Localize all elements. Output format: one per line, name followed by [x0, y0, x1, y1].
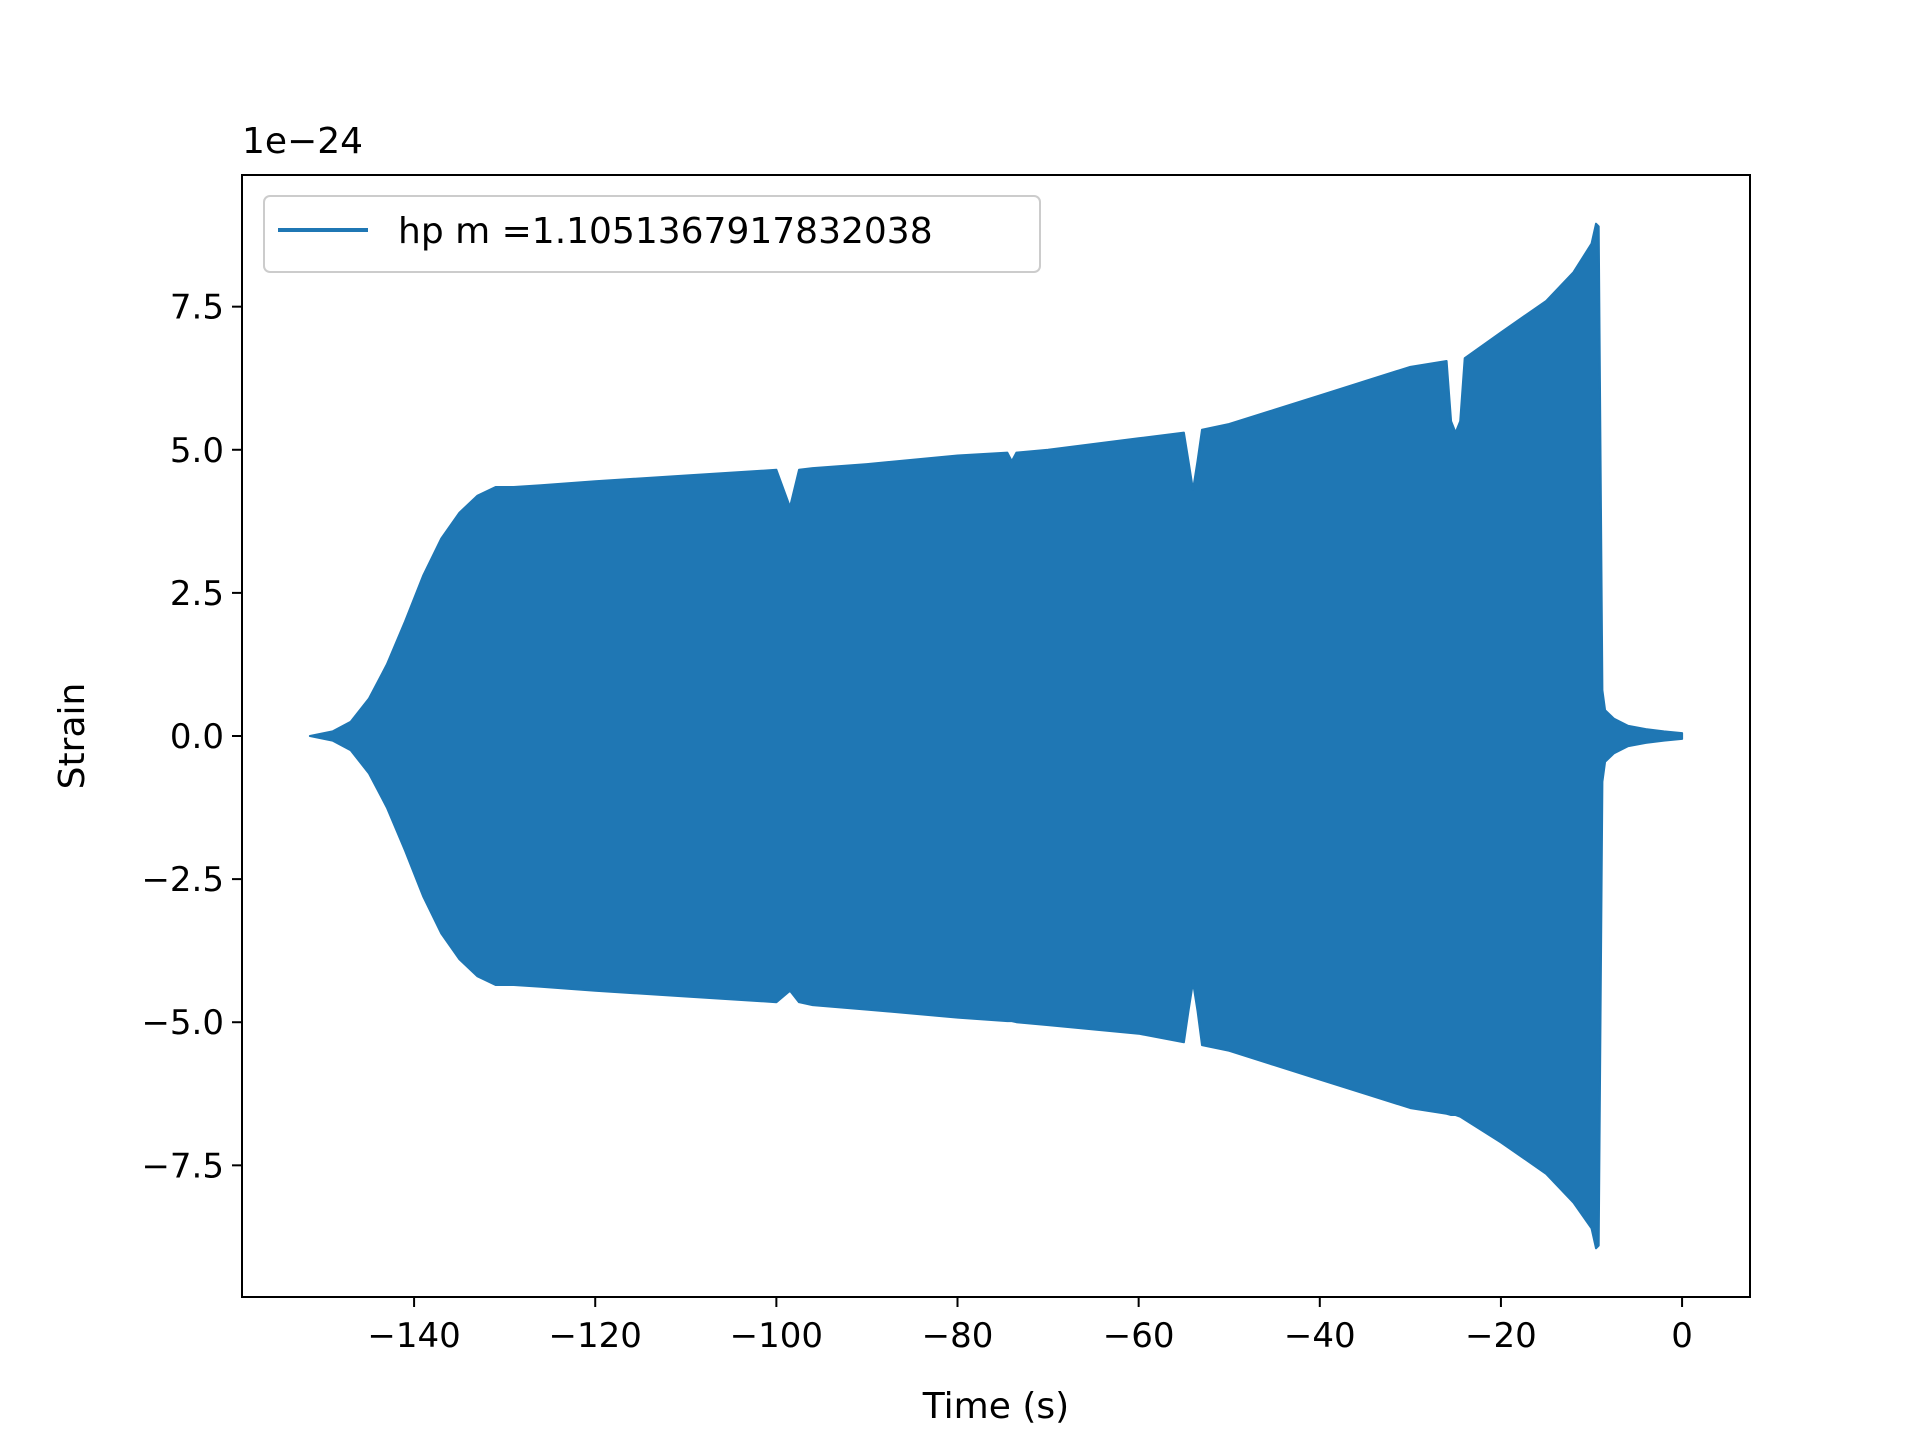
x-tick-label: −80	[922, 1316, 994, 1356]
x-tick-label: −100	[730, 1316, 823, 1356]
x-tick-label: −120	[549, 1316, 642, 1356]
y-tick-label: 2.5	[170, 574, 224, 614]
x-axis: −140 −120 −100 −80 −60 −40 −20 0	[367, 1297, 1693, 1356]
series-hp-waveform	[308, 222, 1684, 1250]
legend-box	[263, 195, 1041, 273]
legend-entry-label: hp m =1.1051367917832038	[398, 211, 933, 252]
x-tick-label: −60	[1103, 1316, 1175, 1356]
x-tick-label: −20	[1465, 1316, 1537, 1356]
y-axis-offset-text: 1e−24	[242, 121, 363, 162]
y-axis: −7.5 −5.0 −2.5 0.0 2.5 5.0 7.5	[141, 288, 242, 1186]
y-tick-label: 5.0	[170, 431, 224, 471]
x-tick-label: −40	[1284, 1316, 1356, 1356]
x-tick-label: −140	[367, 1316, 460, 1356]
x-axis-label: Time (s)	[922, 1386, 1069, 1427]
y-axis-label: Strain	[52, 683, 93, 790]
y-tick-label: 0.0	[170, 717, 224, 757]
legend: hp m =1.1051367917832038	[263, 195, 1041, 273]
y-tick-label: −7.5	[141, 1146, 224, 1186]
y-tick-label: −5.0	[141, 1003, 224, 1043]
y-tick-label: −2.5	[141, 860, 224, 900]
x-tick-label: 0	[1671, 1316, 1693, 1356]
plot-area	[308, 222, 1684, 1250]
y-tick-label: 7.5	[170, 288, 224, 328]
